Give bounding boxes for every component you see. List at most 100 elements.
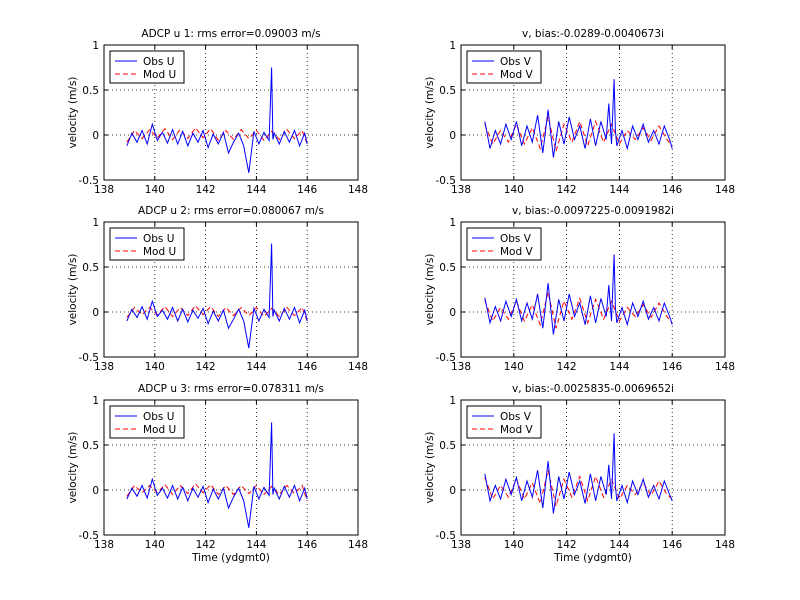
y-tick-label: -0.5 — [436, 530, 457, 542]
chart-title: ADCP u 3: rms error=0.078311 m/s — [138, 383, 324, 395]
x-tick-label: 148 — [348, 539, 368, 551]
chart-panel-3: 138 140 142 144 146 148 -0.5 0 0.5 1 ADCP u 2: rms… — [67, 205, 368, 373]
legend-box — [466, 227, 542, 261]
x-tick-label: 142 — [196, 361, 216, 373]
x-tick-label: 148 — [348, 184, 368, 196]
legend-label: Obs U — [143, 411, 174, 423]
x-tick-label: 144 — [246, 184, 266, 196]
series-line-obs-v — [484, 79, 673, 158]
series-line-mod-u — [126, 482, 308, 501]
y-tick-label: 0 — [449, 485, 456, 497]
series-line-obs-u — [126, 422, 308, 528]
y-axis-label: velocity (m/s) — [67, 432, 79, 504]
chart-panel-1: 138 140 142 144 146 148 -0.5 0 0.5 1 ADCP u 1: rms… — [67, 28, 368, 196]
x-tick-label: 146 — [297, 361, 317, 373]
series-line-obs-u — [126, 67, 308, 173]
chart-panel-2: 138 140 142 144 146 148 -0.5 0 0.5 1 v, bias:-0.02… — [424, 28, 735, 196]
series-line-mod-u — [126, 304, 308, 322]
y-tick-label: -0.5 — [436, 352, 457, 364]
y-tick-label: 0 — [449, 307, 456, 319]
series-line-obs-v — [484, 433, 673, 514]
x-axis-label: Time (ydgmt0) — [191, 552, 270, 564]
legend-box — [466, 50, 542, 84]
legend-label: Obs U — [143, 233, 174, 245]
legend-label: Mod U — [143, 424, 176, 436]
x-tick-label: 148 — [715, 184, 735, 196]
chart-title: v, bias:-0.0025835-0.0069652i — [512, 383, 674, 395]
y-tick-label: 0 — [92, 130, 99, 142]
y-tick-label: 0 — [92, 307, 99, 319]
y-tick-label: 1 — [449, 217, 456, 229]
x-tick-label: 144 — [609, 361, 629, 373]
series-line-obs-v — [484, 254, 673, 335]
y-tick-label: -0.5 — [79, 175, 100, 187]
x-tick-label: 140 — [145, 184, 165, 196]
y-axis-label: velocity (m/s) — [424, 432, 436, 504]
x-tick-label: 140 — [504, 184, 524, 196]
series-line-mod-v — [484, 116, 673, 154]
x-tick-label: 148 — [715, 539, 735, 551]
y-tick-label: -0.5 — [436, 175, 457, 187]
y-tick-label: 0 — [449, 130, 456, 142]
y-axis-label: velocity (m/s) — [67, 254, 79, 326]
y-tick-label: 0.5 — [439, 85, 456, 97]
x-tick-label: 140 — [145, 539, 165, 551]
legend-box — [109, 50, 185, 84]
x-tick-label: 142 — [557, 361, 577, 373]
x-axis-label: Time (ydgmt0) — [553, 552, 632, 564]
y-axis-label: velocity (m/s) — [67, 77, 79, 149]
y-tick-label: 1 — [92, 217, 99, 229]
legend-label: Mod U — [143, 69, 176, 81]
x-tick-label: 142 — [196, 184, 216, 196]
legend-label: Obs V — [500, 411, 532, 423]
series-line-obs-u — [126, 243, 308, 349]
y-tick-label: 0.5 — [439, 440, 456, 452]
legend-label: Mod U — [143, 246, 176, 258]
x-tick-label: 148 — [715, 361, 735, 373]
y-axis-label: velocity (m/s) — [424, 254, 436, 326]
y-tick-label: 0 — [92, 485, 99, 497]
x-tick-label: 138 — [94, 539, 114, 551]
chart-title: ADCP u 2: rms error=0.080067 m/s — [138, 205, 324, 217]
y-tick-label: 1 — [92, 40, 99, 52]
legend-box — [466, 405, 542, 439]
y-tick-label: -0.5 — [79, 352, 100, 364]
legend-label: Mod V — [500, 246, 533, 258]
x-tick-label: 144 — [609, 184, 629, 196]
chart-title: v, bias:-0.0097225-0.0091982i — [512, 205, 674, 217]
x-tick-label: 138 — [451, 184, 471, 196]
y-tick-label: 0.5 — [82, 85, 99, 97]
series-line-mod-v — [484, 292, 673, 329]
y-tick-label: 0.5 — [82, 262, 99, 274]
chart-title: v, bias:-0.0289-0.0040673i — [522, 28, 664, 40]
x-tick-label: 138 — [94, 361, 114, 373]
chart-panel-5: 138 140 142 144 146 148 -0.5 0 0.5 1 ADCP u 3: rms… — [67, 383, 368, 564]
y-tick-label: -0.5 — [79, 530, 100, 542]
x-tick-label: 142 — [557, 539, 577, 551]
x-tick-label: 146 — [662, 539, 682, 551]
series-line-mod-u — [126, 126, 308, 145]
chart-panel-6: 138 140 142 144 146 148 -0.5 0 0.5 1 v, bias:-0.00… — [424, 383, 735, 564]
x-tick-label: 138 — [451, 361, 471, 373]
legend-box — [109, 405, 185, 439]
chart-panel-4: 138 140 142 144 146 148 -0.5 0 0.5 1 v, bias:-0.00… — [424, 205, 735, 373]
chart-title: ADCP u 1: rms error=0.09003 m/s — [141, 28, 320, 40]
x-tick-label: 138 — [451, 539, 471, 551]
x-tick-label: 148 — [348, 361, 368, 373]
x-tick-label: 144 — [609, 539, 629, 551]
x-tick-label: 146 — [662, 184, 682, 196]
x-tick-label: 146 — [297, 539, 317, 551]
legend-label: Obs U — [143, 56, 174, 68]
x-tick-label: 142 — [196, 539, 216, 551]
x-tick-label: 140 — [145, 361, 165, 373]
y-tick-label: 0.5 — [82, 440, 99, 452]
y-tick-label: 1 — [449, 395, 456, 407]
y-axis-label: velocity (m/s) — [424, 77, 436, 149]
